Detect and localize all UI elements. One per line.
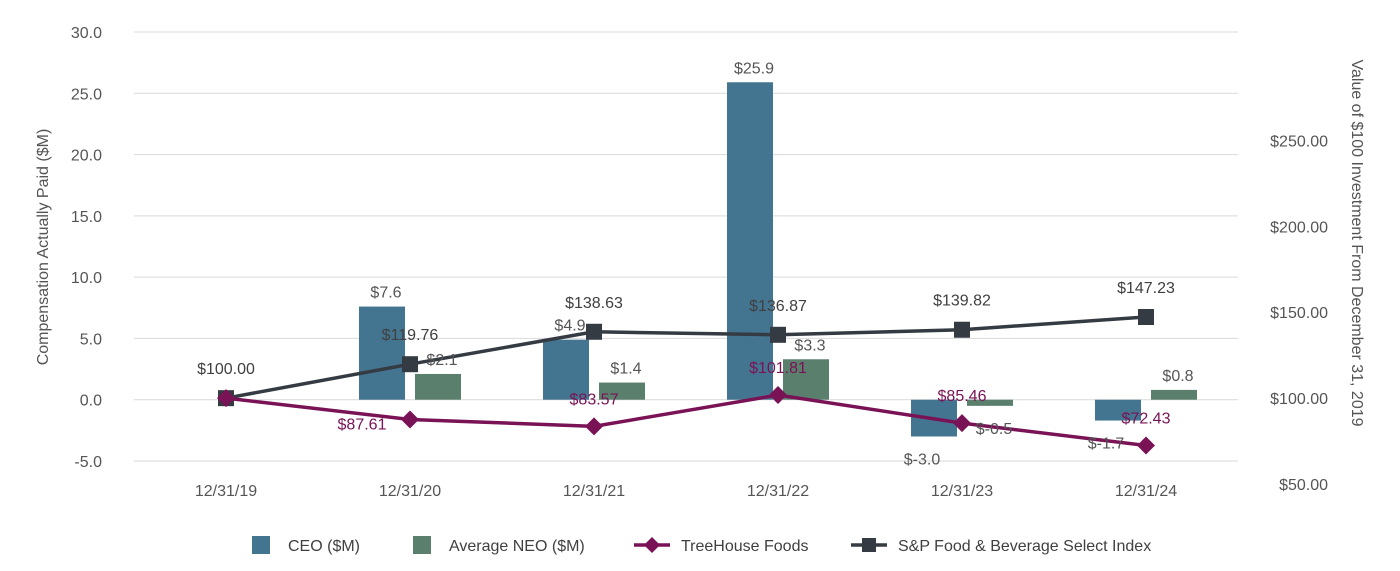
y2-tick-label: $200.00	[1270, 219, 1328, 236]
y2-tick-label: $250.00	[1270, 133, 1328, 150]
legend-item: S&P Food & Beverage Select Index	[851, 538, 1151, 555]
ceo-bar-label: $-3.0	[904, 451, 941, 468]
y2-tick-label: $150.00	[1270, 305, 1328, 322]
treehouse-point	[1137, 436, 1155, 455]
ceo-bar-label: $7.6	[370, 285, 401, 302]
sp-index-line	[225, 315, 1147, 400]
x-tick-label: 12/31/24	[1115, 483, 1177, 500]
x-tick-label: 12/31/19	[195, 483, 257, 500]
x-tick-label: 12/31/23	[931, 483, 993, 500]
y-tick-label: -5.0	[74, 454, 102, 471]
ceo-bar-label: $-1.7	[1088, 436, 1125, 453]
neo-bar	[599, 382, 645, 400]
legend: CEO ($M) Average NEO ($M) TreeHouse Foods S…	[252, 536, 1151, 555]
y-tick-label: 10.0	[71, 270, 102, 287]
data-labels: $7.6 $4.9 $25.9 $-3.0 $-1.7 $2.1 $1.4 $3.3 $-0.5…	[197, 60, 1194, 468]
sp-index-point	[954, 321, 970, 338]
y2-tick-label: $100.00	[1270, 391, 1328, 408]
y-tick-label: 30.0	[71, 25, 102, 42]
ceo-bar-label: $4.9	[554, 318, 585, 335]
ceo-bar	[359, 306, 405, 400]
legend-label: S&P Food & Beverage Select Index	[898, 538, 1151, 555]
legend-marker	[862, 538, 876, 552]
neo-bar	[967, 399, 1013, 406]
x-tick-label: 12/31/20	[379, 483, 441, 500]
ceo-bar-label: $25.9	[734, 60, 774, 77]
x-tick-label: 12/31/21	[563, 483, 625, 500]
sp-index-point	[586, 323, 602, 340]
legend-swatch	[413, 536, 431, 554]
neo-bar-label: $3.3	[794, 337, 825, 354]
neo-bar-label: $1.4	[610, 361, 641, 378]
legend-marker	[644, 537, 660, 553]
y-tick-label: 15.0	[71, 209, 102, 226]
treehouse-label: $83.57	[570, 391, 619, 408]
legend-label: Average NEO ($M)	[449, 538, 585, 555]
legend-label: TreeHouse Foods	[681, 538, 808, 555]
treehouse-point	[953, 414, 971, 433]
treehouse-label: $101.81	[749, 360, 807, 377]
y-tick-label: 25.0	[71, 86, 102, 103]
treehouse-line	[225, 393, 1147, 448]
x-tick-label: 12/31/22	[747, 483, 809, 500]
legend-item: Average NEO ($M)	[413, 536, 585, 555]
treehouse-point	[585, 417, 603, 436]
treehouse-point	[217, 389, 235, 408]
ceo-bar	[1095, 399, 1141, 421]
y-tick-label: 5.0	[80, 331, 102, 348]
sp-index-label: $136.87	[749, 298, 807, 315]
neo-bar-label: $0.8	[1162, 368, 1193, 385]
sp-index-point	[1138, 308, 1154, 325]
legend-item: TreeHouse Foods	[634, 537, 808, 555]
treehouse-label: $87.61	[338, 416, 387, 433]
sp-index-point	[770, 326, 786, 343]
neo-bar-label: $2.1	[426, 352, 457, 369]
sp-index-point	[402, 356, 418, 373]
x-axis-ticks: 12/31/19 12/31/20 12/31/21 12/31/22 12/31/23…	[195, 483, 1177, 500]
lines	[217, 308, 1155, 455]
legend-label: CEO ($M)	[288, 538, 360, 555]
treehouse-label: $72.43	[1122, 411, 1171, 428]
y-tick-label: 20.0	[71, 148, 102, 165]
y2-axis-title: Value of $100 Investment From December 3…	[1348, 59, 1365, 426]
neo-bar	[415, 373, 461, 400]
right-axis-ticks: $50.00 $100.00 $150.00 $200.00 $250.00	[1270, 133, 1328, 494]
legend-swatch	[252, 536, 270, 554]
bars	[359, 82, 1197, 437]
treehouse-point	[401, 410, 419, 429]
ceo-bar	[727, 82, 773, 400]
treehouse-point	[769, 386, 787, 405]
sp-index-label: $147.23	[1117, 280, 1175, 297]
neo-bar-label: $-0.5	[976, 421, 1013, 438]
left-axis-ticks: -5.0 0.0 5.0 10.0 15.0 20.0 25.0 30.0	[71, 25, 102, 471]
legend-item: CEO ($M)	[252, 536, 360, 555]
ceo-bar	[543, 339, 589, 400]
neo-bar	[1151, 389, 1197, 400]
sp-index-label: $139.82	[933, 293, 991, 310]
sp-index-label: $119.76	[382, 327, 439, 344]
neo-bar	[783, 359, 829, 400]
gridlines	[134, 31, 1238, 462]
y-tick-label: 0.0	[80, 393, 102, 410]
sp-index-label: $138.63	[565, 295, 623, 312]
y-axis-title: Compensation Actually Paid ($M)	[35, 129, 52, 366]
y2-tick-label: $50.00	[1279, 477, 1328, 494]
sp-index-label: $100.00	[197, 361, 255, 378]
treehouse-label: $85.46	[938, 388, 987, 405]
